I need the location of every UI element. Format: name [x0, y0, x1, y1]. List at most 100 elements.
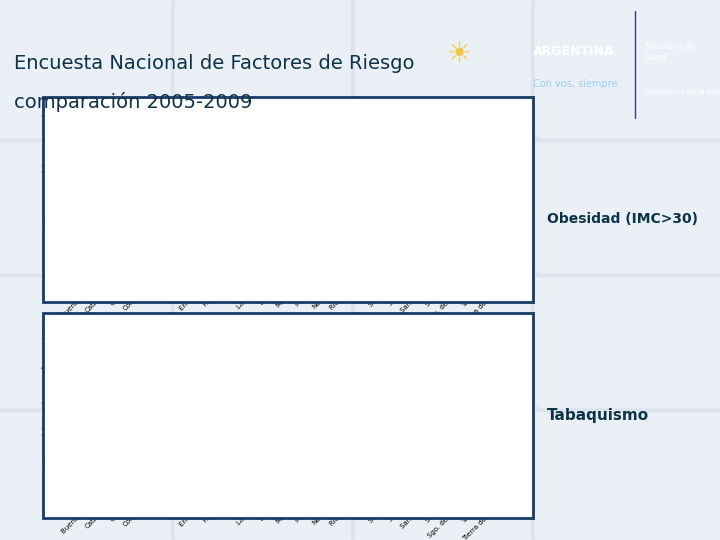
2009: [315, 396, 324, 403]
2005: [334, 390, 343, 396]
2009: [130, 177, 138, 184]
2005: [390, 390, 398, 396]
Text: Presidencia de la Nación: Presidencia de la Nación: [644, 89, 720, 95]
2009: [445, 163, 454, 170]
2005: [92, 197, 101, 203]
2009: [185, 155, 194, 161]
2005: [352, 197, 361, 203]
2005: [222, 191, 231, 198]
2005: [259, 387, 268, 393]
2009: [352, 183, 361, 189]
2009: [390, 380, 398, 387]
2009: [464, 393, 472, 400]
2005: [111, 174, 120, 181]
2009: [166, 186, 175, 192]
2005: [148, 396, 156, 403]
2005: [445, 403, 454, 409]
Line: 2009: 2009: [73, 140, 510, 207]
2005: [334, 208, 343, 214]
2009: [408, 390, 417, 396]
2005: [240, 197, 249, 203]
2009: [111, 144, 120, 150]
2009: [73, 408, 82, 414]
Text: Tabaquismo: Tabaquismo: [547, 408, 649, 423]
Line: 2009: 2009: [73, 369, 510, 438]
2005: [371, 393, 379, 400]
2009: [92, 400, 101, 406]
2009: [482, 370, 491, 377]
2009: [334, 177, 343, 184]
2009: [334, 400, 343, 406]
2005: [130, 191, 138, 198]
2009: [130, 406, 138, 413]
2009: [297, 160, 305, 167]
2005: [278, 188, 287, 195]
2005: [73, 213, 82, 220]
2005: [185, 380, 194, 387]
2005: [482, 367, 491, 374]
Text: Obesidad (IMC>30): Obesidad (IMC>30): [547, 212, 698, 226]
2005: [278, 379, 287, 385]
2005: [204, 197, 212, 203]
2005: [464, 380, 472, 387]
2005: [427, 160, 436, 167]
2005: [148, 194, 156, 200]
2005: [464, 188, 472, 195]
2005: [371, 191, 379, 198]
2005: [482, 186, 491, 192]
Line: 2005: 2005: [74, 357, 509, 426]
2009: [240, 398, 249, 404]
2009: [73, 199, 82, 206]
2009: [390, 172, 398, 178]
2005: [166, 403, 175, 409]
2009: [148, 422, 156, 429]
2005: [315, 202, 324, 209]
2009: [482, 158, 491, 164]
2009: [92, 168, 101, 175]
2009: [445, 395, 454, 401]
2005: [390, 199, 398, 206]
2009: [501, 152, 510, 159]
2005: [501, 152, 510, 159]
2005: [130, 393, 138, 400]
Text: Ministerio de
Salud: Ministerio de Salud: [644, 42, 694, 62]
2009: [501, 393, 510, 400]
2005: [204, 403, 212, 409]
2005: [408, 357, 417, 364]
Text: ☀: ☀: [446, 40, 472, 68]
Line: 2005: 2005: [74, 152, 509, 220]
Legend: 2005, 2009: 2005, 2009: [463, 339, 514, 366]
2005: [73, 403, 82, 409]
2005: [185, 188, 194, 195]
2005: [352, 390, 361, 396]
2009: [185, 416, 194, 422]
2005: [501, 367, 510, 374]
2005: [166, 205, 175, 212]
2005: [111, 380, 120, 387]
2009: [148, 180, 156, 186]
2009: [427, 141, 436, 147]
2009: [204, 174, 212, 181]
2009: [259, 158, 268, 164]
Text: comparación 2005-2009: comparación 2005-2009: [14, 92, 253, 112]
Text: Con vos, siempre.: Con vos, siempre.: [534, 79, 621, 89]
2005: [408, 191, 417, 198]
2005: [259, 194, 268, 200]
2005: [297, 404, 305, 411]
2009: [222, 172, 231, 178]
Text: ARGENTINA: ARGENTINA: [534, 45, 615, 58]
2005: [315, 377, 324, 383]
2005: [297, 186, 305, 192]
2009: [204, 430, 212, 437]
2009: [166, 400, 175, 406]
2009: [408, 168, 417, 175]
Text: Encuesta Nacional de Factores de Riesgo: Encuesta Nacional de Factores de Riesgo: [14, 54, 415, 73]
2009: [278, 414, 287, 421]
2009: [240, 177, 249, 184]
Legend: 2005, 2009: 2005, 2009: [463, 118, 514, 145]
2005: [92, 396, 101, 403]
2005: [222, 419, 231, 426]
2009: [427, 426, 436, 432]
2005: [240, 380, 249, 387]
2005: [427, 406, 436, 413]
